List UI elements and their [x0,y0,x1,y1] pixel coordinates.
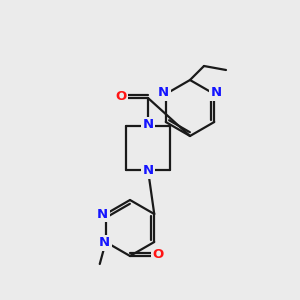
Text: O: O [116,91,127,103]
Text: N: N [142,164,154,178]
Text: N: N [142,118,154,131]
Text: N: N [99,236,110,250]
Text: N: N [158,86,169,100]
Text: N: N [97,208,108,220]
Text: N: N [211,86,222,100]
Text: O: O [152,248,164,262]
